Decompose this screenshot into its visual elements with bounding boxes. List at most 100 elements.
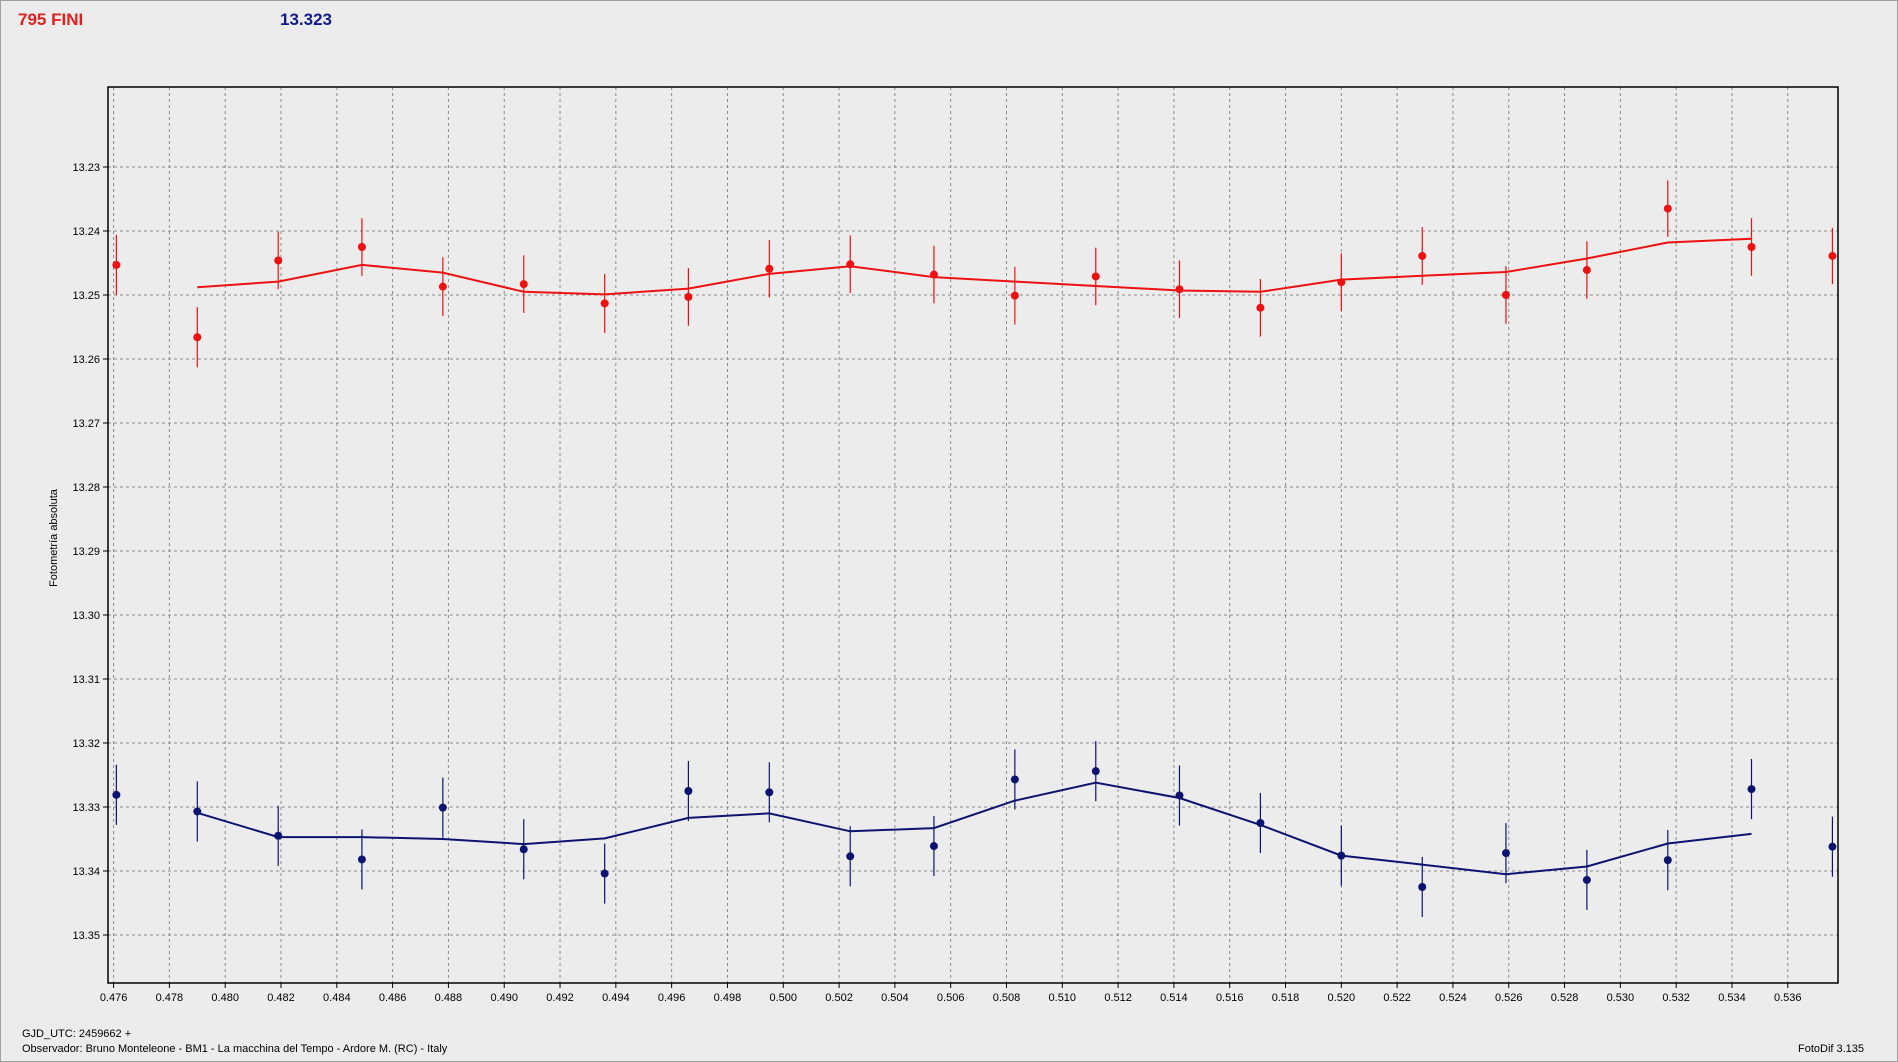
- x-tick-label: 0.478: [156, 992, 184, 1004]
- data-point: [1010, 775, 1019, 784]
- data-point: [519, 280, 528, 289]
- data-point: [1175, 285, 1184, 294]
- data-point: [1501, 291, 1510, 299]
- x-tick-label: 0.484: [323, 992, 351, 1004]
- axes: 0.476 0.478 0.480 0.482 0.484 0.486 0.488 0.490…: [72, 86, 1839, 1004]
- series-fit-line: [197, 237, 1752, 296]
- y-tick-label: 13.29: [72, 546, 100, 558]
- data-point: [765, 264, 774, 273]
- y-tick-label: 13.23: [72, 162, 100, 174]
- data-point: [1501, 849, 1510, 858]
- data-point: [1663, 856, 1672, 865]
- y-tick-label: 13.27: [72, 418, 100, 430]
- data-point: [846, 852, 855, 861]
- x-tick-label: 0.502: [825, 992, 853, 1004]
- series-0: [112, 180, 1837, 368]
- x-tick-label: 0.528: [1551, 992, 1579, 1004]
- x-tick-label: 0.516: [1216, 992, 1244, 1004]
- data-point: [1663, 204, 1672, 213]
- x-tick-label: 0.494: [602, 992, 630, 1004]
- series-layer: [112, 180, 1837, 918]
- x-tick-label: 0.490: [490, 992, 518, 1004]
- y-tick-label: 13.31: [72, 674, 100, 686]
- y-tick-label: 13.34: [72, 866, 100, 878]
- x-tick-label: 0.498: [714, 992, 742, 1004]
- data-point: [1010, 291, 1019, 300]
- y-axis-label: Fotometría absoluta: [48, 488, 60, 587]
- x-tick-label: 0.486: [379, 992, 407, 1004]
- x-tick-label: 0.504: [881, 992, 909, 1004]
- data-point: [438, 803, 447, 812]
- magnitude-value-label: 13.323: [280, 10, 332, 29]
- y-tick-label: 13.26: [72, 354, 100, 366]
- data-point: [684, 292, 693, 301]
- data-point: [600, 869, 609, 878]
- y-tick-label: 13.32: [72, 738, 100, 750]
- plot-frame: [107, 86, 1839, 984]
- x-tick-label: 0.534: [1718, 992, 1746, 1004]
- x-tick-label: 0.520: [1328, 992, 1356, 1004]
- data-point: [765, 788, 774, 797]
- x-tick-label: 0.524: [1439, 992, 1467, 1004]
- x-tick-label: 0.532: [1662, 992, 1690, 1004]
- data-point: [1256, 303, 1265, 312]
- data-point: [1091, 272, 1100, 281]
- data-point: [193, 333, 202, 342]
- x-tick-label: 0.488: [435, 992, 463, 1004]
- data-point: [274, 831, 283, 840]
- data-point: [1337, 278, 1346, 287]
- observer-label: Observador: Bruno Monteleone - BM1 - La …: [22, 1043, 448, 1055]
- series-fit-line: [197, 781, 1752, 876]
- software-version-label: FotoDif 3.135: [1798, 1043, 1865, 1055]
- data-point: [357, 243, 366, 251]
- x-tick-label: 0.482: [267, 992, 295, 1004]
- x-tick-label: 0.496: [658, 992, 686, 1004]
- data-point: [1337, 851, 1346, 860]
- data-point: [1828, 251, 1837, 260]
- x-tick-label: 0.480: [211, 992, 239, 1004]
- y-tick-label: 13.30: [72, 610, 100, 622]
- data-point: [193, 807, 202, 816]
- data-point: [1418, 883, 1427, 891]
- data-point: [929, 842, 938, 851]
- data-point: [929, 270, 938, 279]
- data-point: [846, 260, 855, 269]
- x-tick-label: 0.500: [769, 992, 797, 1004]
- data-point: [1828, 842, 1837, 851]
- x-tick-label: 0.508: [993, 992, 1021, 1004]
- x-tick-label: 0.476: [100, 992, 128, 1004]
- data-point: [1582, 266, 1591, 275]
- data-point: [112, 790, 121, 799]
- data-point: [1256, 819, 1265, 827]
- gjd-label: GJD_UTC: 2459662 +: [22, 1028, 132, 1040]
- x-tick-label: 0.522: [1383, 992, 1411, 1004]
- data-point: [1747, 243, 1756, 251]
- x-tick-label: 0.510: [1049, 992, 1077, 1004]
- x-tick-label: 0.518: [1272, 992, 1300, 1004]
- data-point: [1582, 875, 1591, 884]
- data-point: [1747, 785, 1756, 794]
- x-tick-label: 0.530: [1607, 992, 1635, 1004]
- data-point: [1091, 767, 1100, 776]
- series-1: [112, 741, 1837, 918]
- data-point: [1418, 251, 1427, 260]
- data-point: [684, 787, 693, 795]
- y-tick-label: 13.25: [72, 290, 100, 302]
- x-tick-label: 0.512: [1104, 992, 1132, 1004]
- y-tick-label: 13.24: [72, 226, 100, 238]
- data-point: [1175, 791, 1184, 800]
- data-point: [438, 282, 447, 291]
- y-tick-label: 13.35: [72, 930, 100, 942]
- x-tick-label: 0.536: [1774, 992, 1802, 1004]
- data-point: [274, 256, 283, 265]
- x-tick-label: 0.506: [937, 992, 965, 1004]
- data-point: [600, 299, 609, 308]
- x-tick-label: 0.514: [1160, 992, 1188, 1004]
- y-tick-label: 13.28: [72, 482, 100, 494]
- object-name-label: 795 FINI: [18, 10, 84, 29]
- grid-lines: [108, 87, 1838, 983]
- x-tick-label: 0.526: [1495, 992, 1523, 1004]
- x-tick-label: 0.492: [546, 992, 574, 1004]
- data-point: [519, 845, 528, 854]
